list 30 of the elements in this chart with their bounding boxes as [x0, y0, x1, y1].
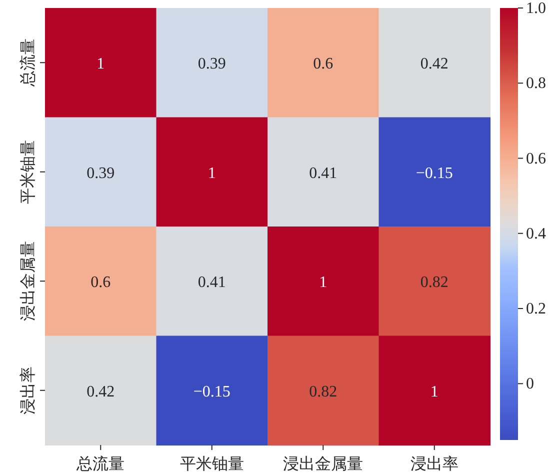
x-tick-label: 平米铀量	[180, 455, 244, 473]
y-tick-label: 浸出金属量	[19, 241, 37, 322]
y-tick-label: 总流量	[19, 38, 37, 88]
color-bar-label: 1.0	[526, 0, 546, 17]
x-tick-label: 总流量	[76, 455, 125, 473]
data-label: 0.39	[198, 56, 226, 73]
data-label: 1	[319, 274, 328, 292]
color-bar-label: 0.8	[526, 75, 546, 92]
data-label: 0.41	[198, 274, 226, 292]
data-label: −0.15	[416, 164, 453, 182]
y-tick-label: 浸出率	[19, 366, 37, 414]
data-label: 0.42	[86, 383, 115, 400]
data-label: 1	[96, 56, 105, 73]
data-label: −0.15	[193, 383, 230, 400]
data-label: 0.82	[309, 383, 338, 400]
color-bar-label: 0.6	[526, 150, 546, 168]
color-bar-label: 0	[526, 376, 534, 393]
color-bar-label: 0.4	[526, 225, 546, 242]
data-label: 0.41	[309, 164, 338, 182]
data-label: 1	[430, 383, 438, 400]
data-label: 0.82	[420, 274, 448, 292]
x-tick-label: 浸出金属量	[283, 455, 364, 473]
data-label: 0.39	[86, 164, 115, 182]
color-bar-label: 0.2	[526, 300, 546, 318]
y-tick-label: 平米铀量	[19, 140, 37, 204]
x-tick-label: 浸出率	[410, 455, 458, 473]
data-label: 0.6	[90, 274, 111, 292]
data-label: 0.6	[313, 56, 334, 73]
data-label: 1	[208, 164, 216, 182]
data-label: 0.42	[420, 56, 448, 73]
